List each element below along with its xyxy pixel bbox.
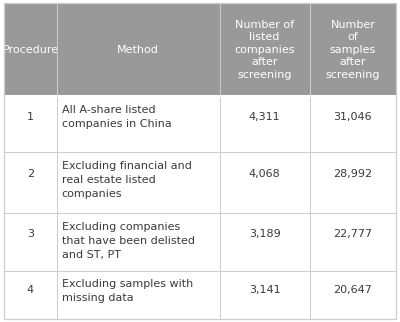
Text: 3: 3 xyxy=(27,229,34,240)
Bar xyxy=(4,3,396,96)
Bar xyxy=(4,96,396,152)
Text: 4: 4 xyxy=(27,285,34,295)
Text: All A-share listed
companies in China: All A-share listed companies in China xyxy=(62,105,172,128)
Text: 4,068: 4,068 xyxy=(249,169,280,179)
Text: Excluding companies
that have been delisted
and ST, PT: Excluding companies that have been delis… xyxy=(62,222,195,260)
Text: 2: 2 xyxy=(27,169,34,179)
Text: Method: Method xyxy=(117,45,159,55)
Text: Number
of
samples
after
screening: Number of samples after screening xyxy=(326,20,380,80)
Text: Number of
listed
companies
after
screening: Number of listed companies after screeni… xyxy=(234,20,295,80)
Text: 20,647: 20,647 xyxy=(334,285,372,295)
Text: 4,311: 4,311 xyxy=(249,112,280,122)
Text: 3,141: 3,141 xyxy=(249,285,280,295)
Text: 3,189: 3,189 xyxy=(249,229,280,240)
Text: Procedure: Procedure xyxy=(2,45,58,55)
Text: 28,992: 28,992 xyxy=(333,169,372,179)
Text: Excluding samples with
missing data: Excluding samples with missing data xyxy=(62,279,193,303)
Bar xyxy=(4,152,396,213)
Bar xyxy=(4,213,396,271)
Text: 22,777: 22,777 xyxy=(333,229,372,240)
Text: 1: 1 xyxy=(27,112,34,122)
Bar xyxy=(4,271,396,319)
Text: 31,046: 31,046 xyxy=(334,112,372,122)
Text: Excluding financial and
real estate listed
companies: Excluding financial and real estate list… xyxy=(62,161,192,199)
